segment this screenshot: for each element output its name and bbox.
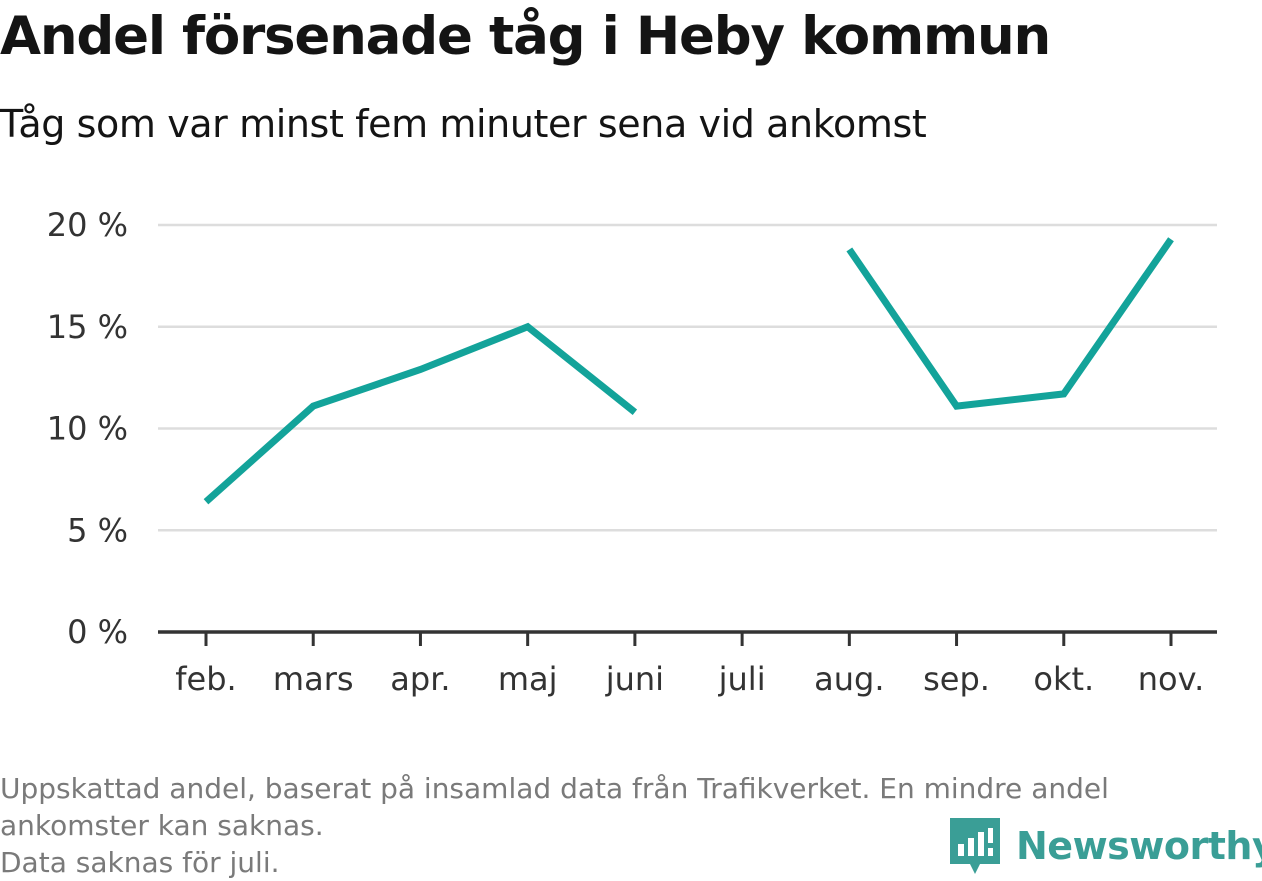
y-tick-label: 5 % [67,511,128,549]
x-tick-label: nov. [1138,660,1204,698]
x-tick-label: juni [605,660,664,698]
data-point-aug [846,246,853,253]
line-chart: 0 % 5 % 10 % 15 % 20 % feb. mars apr. maj juni ju… [47,206,1217,698]
chart-subtitle: Tåg som var minst fem minuter sena vid a… [0,102,927,146]
data-point-sep [953,403,960,410]
y-tick-label: 10 % [47,410,128,448]
x-tick-label: maj [498,660,558,698]
x-axis-ticks: feb. mars apr. maj juni juli aug. sep. okt. nov. [175,632,1204,698]
x-tick-label: juli [718,660,766,698]
footnote-line-1: Uppskattad andel, baserat på insamlad da… [0,772,1109,805]
newsworthy-logo-icon [950,818,1000,874]
series-line-segment-2 [846,237,1174,410]
data-point-feb [203,498,210,505]
brand-logo: Newsworthy [950,818,1262,874]
y-tick-label: 15 % [47,308,128,346]
x-tick-label: feb. [175,660,236,698]
footnote-line-2: ankomster kan saknas. [0,809,324,842]
x-tick-label: aug. [814,660,884,698]
series-line-segment-1 [203,322,638,505]
data-point-nov [1168,236,1175,243]
y-tick-label: 20 % [47,206,128,244]
x-tick-label: mars [273,660,354,698]
footnote: Uppskattad andel, baserat på insamlad da… [0,770,1250,881]
x-tick-label: okt. [1033,660,1094,698]
brand-name: Newsworthy [1016,824,1262,868]
y-axis-ticks: 0 % 5 % 10 % 15 % 20 % [47,206,128,651]
data-point-apr [417,366,424,373]
x-tick-label: sep. [923,660,990,698]
data-point-mars [310,403,317,410]
y-tick-label: 0 % [67,613,128,651]
data-point-maj [524,323,531,330]
series-lines [203,236,1175,505]
data-point-okt [1060,390,1067,397]
footnote-line-3: Data saknas för juli. [0,846,280,879]
data-point-juni [631,409,638,416]
chart-title: Andel försenade tåg i Heby kommun [0,6,1051,67]
x-tick-label: apr. [390,660,450,698]
gridlines [158,223,1217,532]
